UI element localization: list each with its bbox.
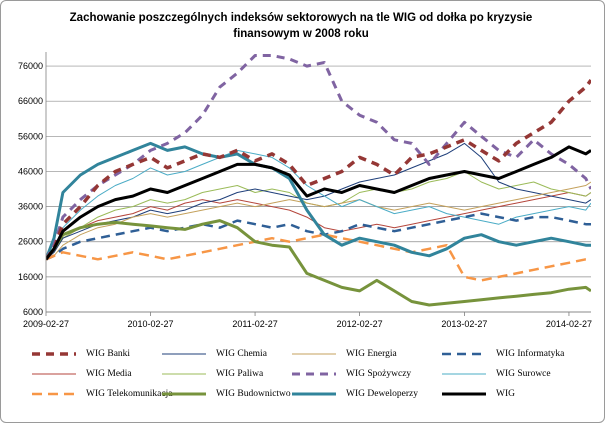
- series-line-wig-surowce: [46, 149, 591, 260]
- series-line-wig-chemia: [46, 142, 591, 260]
- grid-lines: [46, 65, 591, 313]
- y-tick-label: 16000: [18, 272, 43, 282]
- y-tick-label: 66000: [18, 96, 43, 106]
- series-line-wig-budownictwo: [46, 219, 591, 307]
- chart-title-line-1: Zachowanie poszczególnych indeksów sekto…: [69, 12, 533, 24]
- x-tick-label: 2009-02-27: [23, 319, 69, 329]
- y-tick-label: 56000: [18, 131, 43, 141]
- x-axis-ticks: 2009-02-27 2010-02-27 2011-02-27 2012-02-27…: [23, 319, 592, 329]
- y-tick-label: 36000: [18, 202, 43, 212]
- x-tick-label: 2011-02-27: [232, 319, 277, 329]
- series-lines: [46, 54, 591, 307]
- y-tick-label: 6000: [23, 307, 43, 317]
- axes: [45, 52, 591, 316]
- series-line-wig-paliwa: [46, 171, 591, 260]
- series-line-wig-energia: [46, 181, 591, 260]
- y-tick-label: 76000: [18, 61, 43, 71]
- series-line-wig-banki: [46, 79, 591, 261]
- y-axis-ticks: 6000 16000 26000 36000 46000 56000 66000 76000: [18, 61, 43, 317]
- series-line-wig-informatyka: [46, 212, 591, 261]
- series-line-wig-telekomunikacja: [46, 233, 591, 282]
- y-tick-label: 26000: [18, 237, 43, 247]
- x-tick-label: 2013-02-27: [441, 319, 487, 329]
- y-tick-label: 46000: [18, 166, 43, 176]
- x-tick-label: 2014-02-27: [546, 319, 592, 329]
- x-tick-label: 2010-02-27: [128, 319, 174, 329]
- chart-title-line-2: finansowym w 2008 roku: [233, 28, 369, 40]
- chart-title: Zachowanie poszczególnych indeksów sekto…: [41, 10, 561, 42]
- series-line-wig: [46, 145, 591, 261]
- x-tick-label: 2012-02-27: [337, 319, 383, 329]
- series-line-wig-deweloperzy: [46, 141, 591, 260]
